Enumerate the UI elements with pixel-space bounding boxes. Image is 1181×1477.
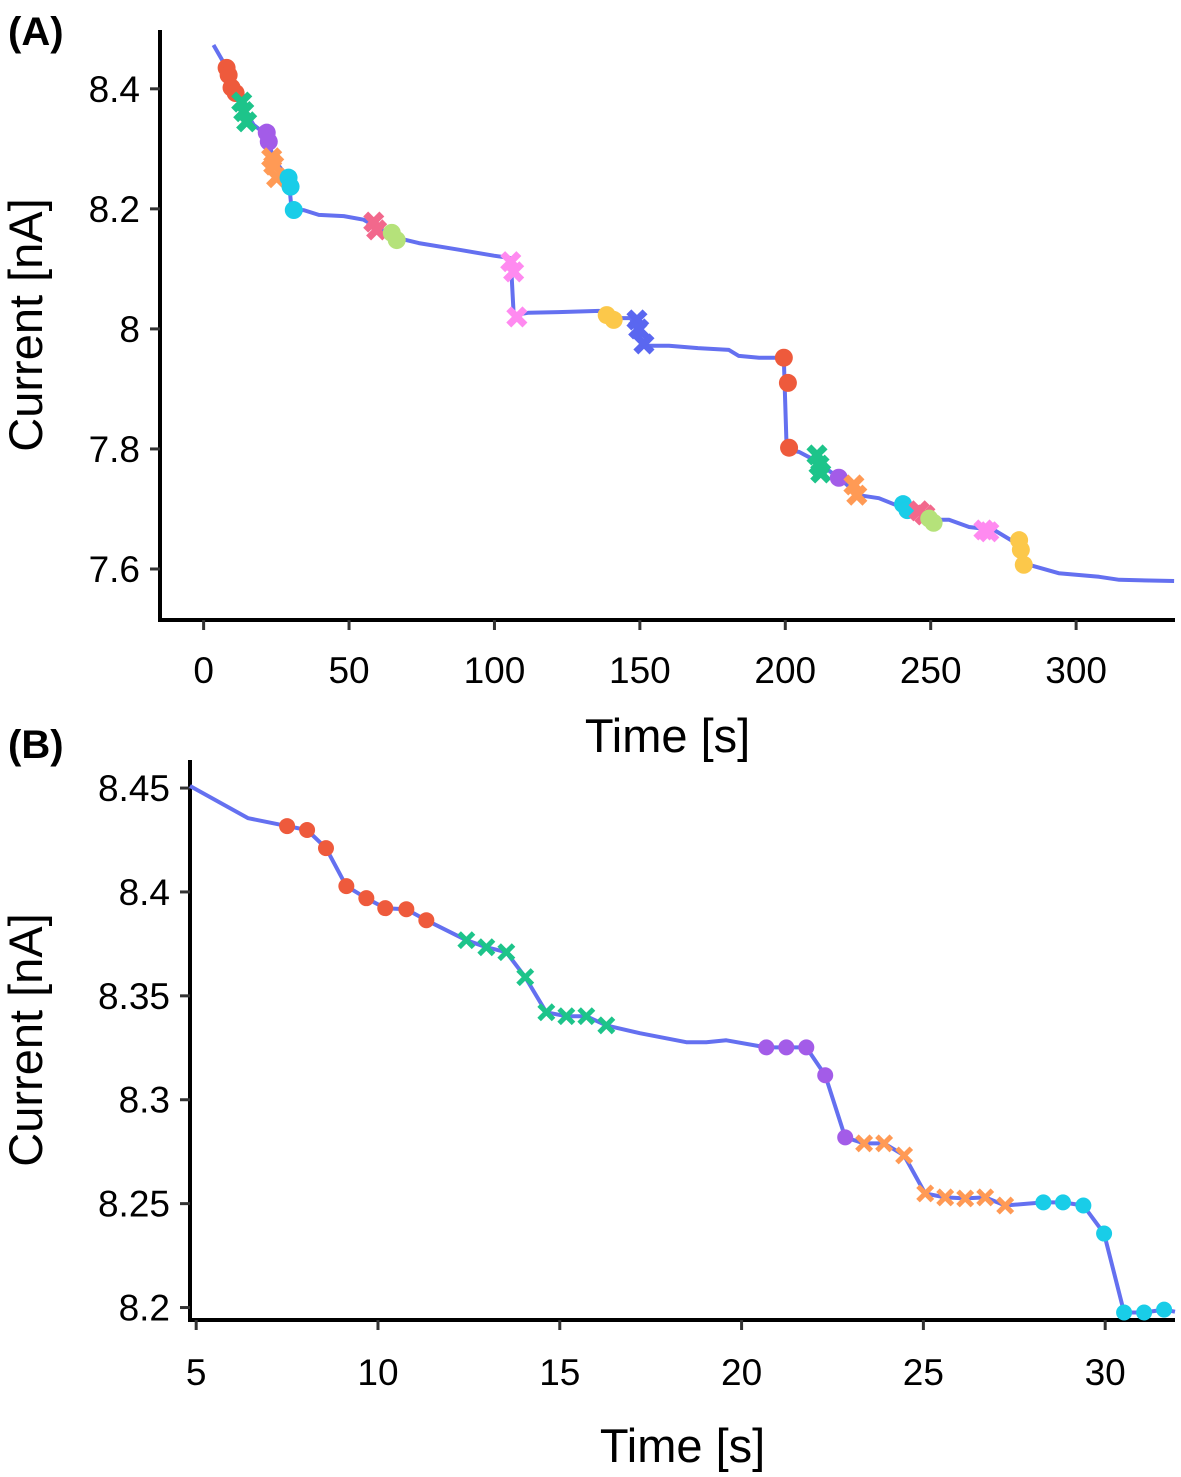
event-marker-circle [817, 1067, 834, 1084]
event-marker-circle [377, 900, 394, 917]
x-tick-label: 250 [900, 650, 962, 691]
event-marker-x [457, 931, 476, 950]
event-marker-x [366, 219, 388, 241]
event-marker-x [810, 462, 832, 484]
x-axis-label: Time [s] [585, 709, 750, 762]
event-marker-x [516, 968, 535, 987]
x-tick-label: 25 [903, 1352, 944, 1393]
event-marker-circle [358, 890, 375, 907]
y-tick-label: 8.25 [98, 1184, 170, 1225]
panel-label: (A) [8, 10, 64, 54]
event-marker-circle [924, 513, 943, 532]
event-marker-x [577, 1007, 596, 1026]
y-tick-label: 8.2 [89, 189, 140, 230]
event-marker-x [477, 938, 496, 957]
event-marker-x [936, 1188, 955, 1207]
event-marker-x [557, 1007, 576, 1026]
event-marker-x [537, 1003, 556, 1022]
x-tick-label: 15 [539, 1352, 580, 1393]
event-marker-circle [284, 201, 303, 220]
event-marker-circle [259, 132, 278, 151]
event-marker-x [846, 484, 868, 506]
x-tick-label: 300 [1045, 650, 1107, 691]
event-marker-circle [780, 438, 799, 457]
x-axis-label: Time [s] [600, 1419, 765, 1472]
event-marker-circle [418, 912, 435, 929]
y-tick-label: 8.4 [89, 69, 140, 110]
x-tick-label: 20 [721, 1352, 762, 1393]
event-marker-circle [758, 1039, 775, 1056]
y-tick-label: 8.4 [119, 872, 170, 913]
event-marker-x [895, 1146, 914, 1165]
event-marker-circle [798, 1039, 815, 1056]
y-tick-label: 8.2 [119, 1288, 170, 1329]
x-tick-label: 30 [1085, 1352, 1126, 1393]
event-marker-x [976, 1188, 995, 1207]
y-tick-label: 8.3 [119, 1080, 170, 1121]
y-tick-label: 8.35 [98, 976, 170, 1017]
panel-label: (B) [8, 723, 64, 767]
event-marker-circle [778, 1039, 795, 1056]
event-marker-circle [1014, 555, 1033, 574]
event-marker-circle [1116, 1304, 1133, 1321]
event-marker-x [978, 521, 1000, 543]
event-marker-circle [1035, 1194, 1052, 1211]
y-axis-label: Current [nA] [0, 198, 52, 451]
event-marker-circle [604, 310, 623, 329]
event-marker-circle [281, 177, 300, 196]
y-tick-label: 7.6 [89, 549, 140, 590]
event-marker-x [916, 1184, 935, 1203]
event-marker-circle [1156, 1301, 1173, 1318]
event-marker-circle [1011, 540, 1030, 559]
event-marker-x [236, 111, 258, 133]
x-tick-label: 150 [609, 650, 671, 691]
x-tick-label: 100 [464, 650, 526, 691]
event-marker-circle [299, 822, 316, 839]
x-tick-label: 5 [186, 1352, 207, 1393]
current-trace [189, 784, 1176, 1315]
x-tick-label: 0 [193, 650, 214, 691]
event-marker-x [875, 1134, 894, 1153]
event-marker-x [597, 1016, 616, 1035]
event-marker-x [497, 943, 516, 962]
event-marker-x [506, 306, 528, 328]
panel-b: 5 10 15 20 25 30 8.45 8.4 8.35 8.3 8.25 8.2 Time [s]… [0, 723, 1176, 1472]
y-tick-label: 7.8 [89, 429, 140, 470]
event-marker-x [628, 318, 650, 340]
current-trace [211, 44, 1175, 583]
event-marker-circle [774, 348, 793, 367]
event-marker-circle [837, 1129, 854, 1146]
event-marker-x [633, 333, 655, 355]
event-marker-x [855, 1134, 874, 1153]
event-marker-circle [279, 818, 296, 835]
y-tick-label: 8.45 [98, 768, 170, 809]
event-marker-circle [1055, 1194, 1072, 1211]
event-marker-circle [1075, 1197, 1092, 1214]
event-marker-x [956, 1189, 975, 1208]
x-tick-label: 200 [754, 650, 816, 691]
event-marker-circle [317, 840, 334, 857]
x-tick-label: 50 [328, 650, 369, 691]
event-marker-circle [1136, 1304, 1153, 1321]
event-marker-circle [387, 231, 406, 250]
panel-a: 0 50 100 150 200 250 300 8.4 8.2 8 7.8 7.6 Time [s] C… [0, 10, 1175, 762]
x-tick-label: 10 [357, 1352, 398, 1393]
event-marker-circle [829, 468, 848, 487]
event-marker-circle [338, 878, 355, 895]
event-marker-circle [398, 901, 415, 918]
event-marker-circle [1096, 1225, 1113, 1242]
y-tick-label: 8 [119, 309, 140, 350]
y-axis-label: Current [nA] [0, 913, 52, 1166]
event-marker-circle [778, 373, 797, 392]
event-marker-x [996, 1196, 1015, 1215]
event-marker-x [503, 261, 525, 283]
